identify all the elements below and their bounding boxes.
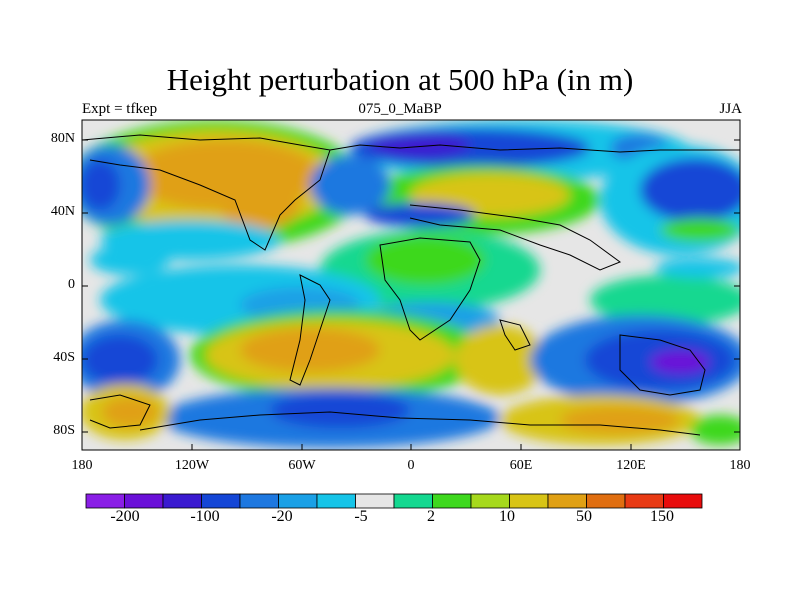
y-tick-label: 80N: [50, 131, 75, 146]
colorbar: [85, 493, 703, 509]
colorbar-swatch: [355, 493, 395, 509]
colorbar-label: -200: [110, 508, 140, 525]
colorbar-swatch: [586, 493, 626, 509]
y-tick-label: 0: [68, 277, 75, 292]
colorbar-swatch: [316, 493, 356, 509]
colorbar-label: -100: [190, 508, 220, 525]
x-tick-label: 120E: [616, 458, 646, 473]
x-tick-label: 60W: [288, 458, 316, 473]
tick-marks: [81, 139, 741, 450]
colorbar-swatch: [432, 493, 472, 509]
colorbar-swatch: [663, 493, 703, 509]
colorbar-swatch: [470, 493, 510, 509]
colorbar-swatch: [85, 493, 125, 509]
colorbar-label: 50: [576, 508, 592, 525]
colorbar-swatch: [124, 493, 164, 509]
colorbar-swatch: [278, 493, 318, 509]
colorbar-swatch: [393, 493, 433, 509]
x-tick-label: 180: [729, 458, 751, 473]
colorbar-label: 150: [650, 508, 674, 525]
colorbar-label: 2: [427, 508, 435, 525]
plot-title: Height perturbation at 500 hPa (in m): [166, 62, 634, 97]
coastlines: [82, 134, 740, 436]
colorbar-swatch: [162, 493, 202, 509]
y-tick-label: 40N: [50, 204, 75, 219]
season-label: JJA: [719, 101, 742, 117]
contour-field: [82, 120, 740, 450]
colorbar-swatch: [239, 493, 279, 509]
case-label: 075_0_MaBP: [358, 101, 442, 117]
colorbar-swatch: [624, 493, 664, 509]
experiment-label: Expt = tfkep: [82, 101, 158, 117]
x-tick-label: 120W: [174, 458, 210, 473]
x-tick-label: 180: [71, 458, 93, 473]
colorbar-swatch: [201, 493, 241, 509]
colorbar-label: -5: [354, 508, 368, 525]
colorbar-swatch: [547, 493, 587, 509]
colorbar-label: -20: [271, 508, 293, 525]
y-tick-label: 40S: [53, 350, 75, 365]
colorbar-label: 10: [499, 508, 515, 525]
y-tick-label: 80S: [53, 423, 75, 438]
colorbar-swatch: [509, 493, 549, 509]
x-tick-label: 0: [407, 458, 415, 473]
x-tick-label: 60E: [509, 458, 533, 473]
